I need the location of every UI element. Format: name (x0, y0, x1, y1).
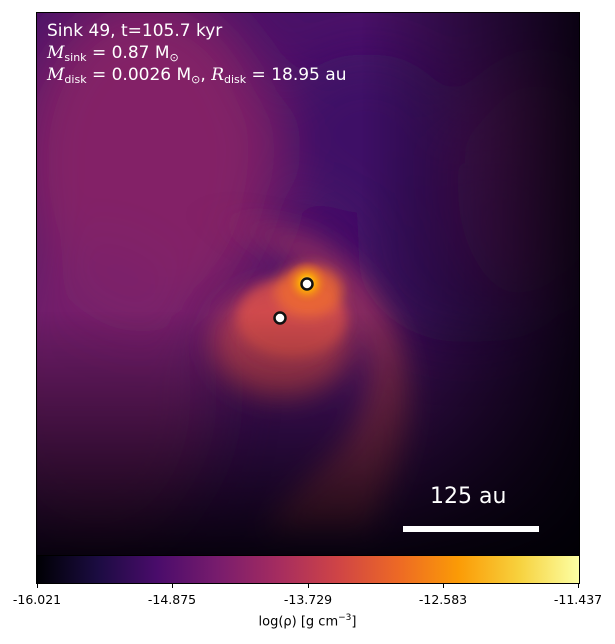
sink-title: Sink 49, t=105.7 kyr (47, 21, 223, 41)
scale-bar-label: 125 au (430, 484, 507, 509)
colorbar-label: log(ρ) [g cm−3] (258, 613, 357, 630)
density-field (37, 13, 579, 556)
disk-properties-label: Mdisk = 0.0026 M⊙, Rdisk = 18.95 au (47, 65, 347, 86)
colorbar-ticks (0, 583, 615, 593)
sink-marker (300, 277, 314, 291)
sink-mass-label: Msink = 0.87 M⊙ (47, 43, 179, 64)
colorbar (36, 555, 580, 584)
colorbar-tick-label: -11.437 (553, 592, 603, 607)
colorbar-tick-label: -14.875 (147, 592, 197, 607)
density-map: Sink 49, t=105.7 kyr Msink = 0.87 M⊙ Mdi… (36, 12, 580, 557)
colorbar-tick-label: -13.729 (283, 592, 333, 607)
colorbar-tick-label: -12.583 (418, 592, 468, 607)
scale-bar (403, 526, 539, 532)
sink-marker (273, 311, 287, 325)
colorbar-tick-label: -16.021 (12, 592, 62, 607)
